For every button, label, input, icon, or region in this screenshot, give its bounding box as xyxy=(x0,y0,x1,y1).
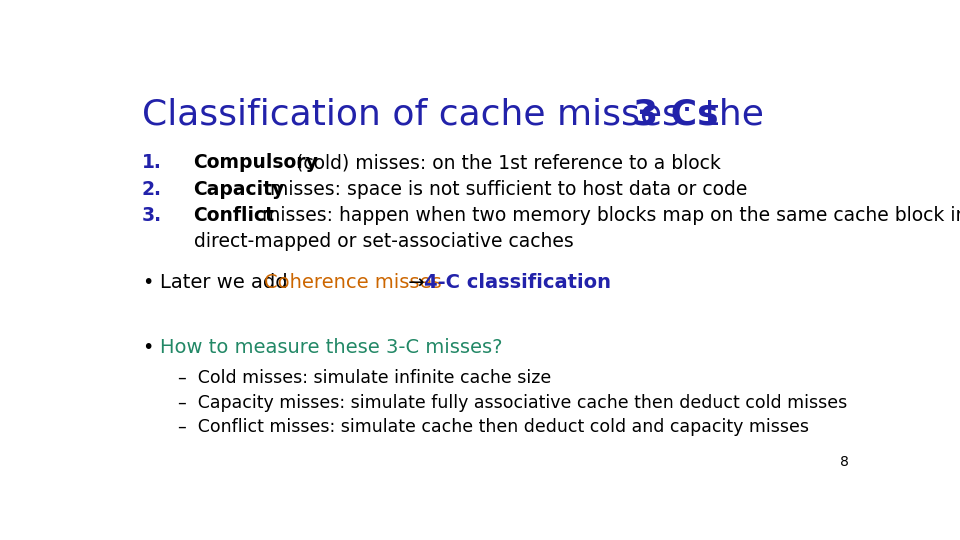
Text: 1.: 1. xyxy=(142,153,161,172)
Text: •: • xyxy=(142,338,153,357)
Text: (cold) misses: on the 1st reference to a block: (cold) misses: on the 1st reference to a… xyxy=(291,153,721,172)
Text: How to measure these 3-C misses?: How to measure these 3-C misses? xyxy=(160,338,503,357)
Text: direct-mapped or set-associative caches: direct-mapped or set-associative caches xyxy=(194,232,573,251)
Text: –  Capacity misses: simulate fully associative cache then deduct cold misses: – Capacity misses: simulate fully associ… xyxy=(179,394,848,411)
Text: Coherence misses: Coherence misses xyxy=(264,273,442,292)
Text: misses: space is not sufficient to host data or code: misses: space is not sufficient to host … xyxy=(264,179,748,199)
Text: →: → xyxy=(401,273,431,292)
Text: 3 Cs: 3 Cs xyxy=(633,97,718,131)
Text: –  Cold misses: simulate infinite cache size: – Cold misses: simulate infinite cache s… xyxy=(179,369,551,387)
Text: Classification of cache misses: the: Classification of cache misses: the xyxy=(142,97,775,131)
Text: Compulsory: Compulsory xyxy=(194,153,319,172)
Text: misses: happen when two memory blocks map on the same cache block in: misses: happen when two memory blocks ma… xyxy=(256,206,960,225)
Text: –  Conflict misses: simulate cache then deduct cold and capacity misses: – Conflict misses: simulate cache then d… xyxy=(179,418,809,436)
Text: •: • xyxy=(142,273,153,292)
Text: 2.: 2. xyxy=(142,179,161,199)
Text: 8: 8 xyxy=(840,455,849,469)
Text: Later we add: Later we add xyxy=(160,273,294,292)
Text: 4-C classification: 4-C classification xyxy=(424,273,612,292)
Text: Conflict: Conflict xyxy=(194,206,275,225)
Text: Capacity: Capacity xyxy=(194,179,285,199)
Text: 3.: 3. xyxy=(142,206,162,225)
